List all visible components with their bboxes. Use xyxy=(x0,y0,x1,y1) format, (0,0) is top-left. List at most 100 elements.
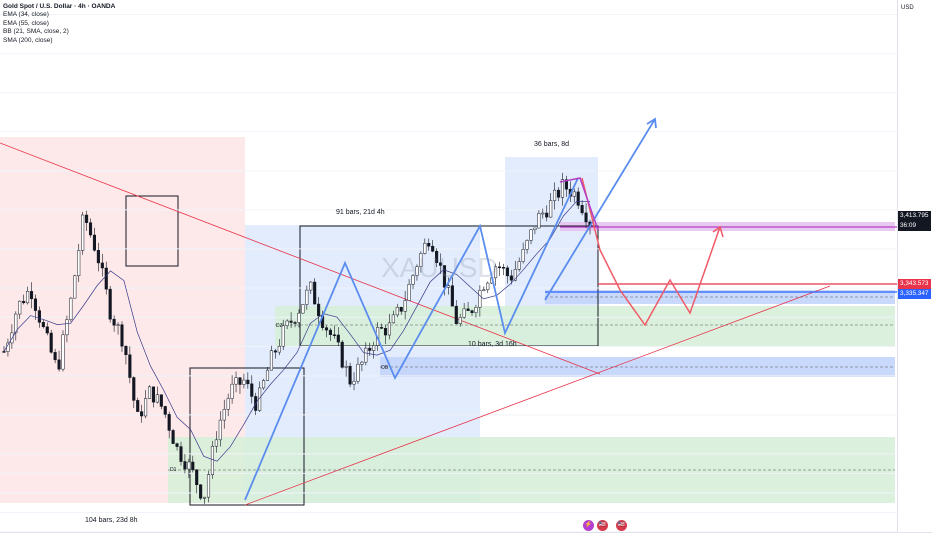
ema-line xyxy=(3,200,591,462)
candle-body xyxy=(387,322,391,336)
candle-body xyxy=(423,242,427,254)
candle-body xyxy=(517,261,521,270)
candle-body xyxy=(521,249,525,262)
time-axis[interactable] xyxy=(0,532,932,551)
symbol-watermark: XAUUSD xyxy=(381,252,498,283)
candle-body xyxy=(116,324,120,326)
us-event-icon[interactable]: 🇺🇸 xyxy=(616,520,627,531)
candle-body xyxy=(482,289,486,292)
candle-body xyxy=(57,359,61,370)
candle-body xyxy=(454,305,458,324)
candle-body xyxy=(285,320,289,326)
candle-body xyxy=(442,265,447,288)
candle-body xyxy=(88,222,93,236)
candle-body xyxy=(553,189,557,201)
range-label: 36 bars, 8d xyxy=(534,141,569,148)
candle-body xyxy=(61,334,65,370)
candle-body xyxy=(344,365,348,368)
symbol-title[interactable]: Gold Spot / U.S. Dollar · 4h · OANDA xyxy=(3,3,116,10)
candle-body xyxy=(435,251,439,263)
candle-body xyxy=(411,275,415,285)
candle-body xyxy=(415,266,419,276)
indicator-sma200[interactable]: SMA (200, close) xyxy=(3,36,53,44)
candle-body xyxy=(222,409,226,421)
candle-body xyxy=(41,322,45,328)
candle-body xyxy=(140,411,144,417)
candle-body xyxy=(486,282,490,291)
candle-body xyxy=(269,350,273,371)
candle-body xyxy=(289,320,293,323)
candle-body xyxy=(183,461,187,470)
candle-body xyxy=(545,212,549,218)
indicator-ema34[interactable]: EMA (34, close) xyxy=(3,11,49,19)
candle-body xyxy=(2,351,6,353)
economic-event-icon[interactable]: ⚡ xyxy=(583,520,594,531)
candle-body xyxy=(478,290,482,308)
candle-body xyxy=(364,347,368,363)
candle-body xyxy=(360,361,364,365)
candle-body xyxy=(206,474,211,498)
supply-level-tag: 3,343.573 xyxy=(898,279,931,289)
candle-body xyxy=(191,461,195,471)
candle-body xyxy=(37,310,41,323)
demand-zone-dz xyxy=(275,306,895,346)
candle-body xyxy=(203,496,207,499)
candle-body xyxy=(124,345,128,355)
candle-body xyxy=(509,275,513,281)
candle-body xyxy=(336,334,340,343)
chart-legend: Gold Spot / U.S. Dollar · 4h · OANDA EMA… xyxy=(3,3,115,45)
us-event-icon[interactable]: 🇺🇸 xyxy=(597,520,608,531)
candle-body xyxy=(85,214,89,223)
candle-body xyxy=(144,398,148,417)
candle-body xyxy=(167,414,171,431)
downtrend-line xyxy=(0,142,601,375)
candle-body xyxy=(450,285,454,307)
peak-rejection-line xyxy=(559,177,599,231)
candle-body xyxy=(14,313,18,334)
candle-body xyxy=(22,300,26,304)
candle-body xyxy=(513,269,517,281)
candle-body xyxy=(147,386,152,399)
candle-body xyxy=(560,179,565,198)
candle-body xyxy=(65,319,69,336)
candle-body xyxy=(112,318,116,326)
indicator-ema55[interactable]: EMA (55, close) xyxy=(3,19,49,27)
candle-body xyxy=(108,288,112,320)
current-price-tag: 3,413.795 xyxy=(898,211,931,221)
zone-label: OB xyxy=(381,365,389,371)
candle-body xyxy=(340,341,344,368)
candle-body xyxy=(474,307,478,313)
candle-body xyxy=(293,322,297,324)
candle-body xyxy=(427,242,431,247)
candle-body xyxy=(277,345,281,353)
candle-body xyxy=(195,469,199,486)
candle-body xyxy=(356,364,360,382)
candle-body xyxy=(281,325,285,347)
candle-body xyxy=(576,191,580,206)
candle-body xyxy=(439,262,443,266)
candle-body xyxy=(431,245,435,252)
countdown-tag: 36:09 xyxy=(898,221,931,231)
candle-body xyxy=(572,191,576,197)
range-label: 10 bars, 3d 16h xyxy=(468,341,517,348)
candle-body xyxy=(210,445,214,475)
candle-body xyxy=(419,253,423,267)
range-label: 104 bars, 23d 8h xyxy=(85,517,138,524)
candle-body xyxy=(265,369,270,381)
candle-body xyxy=(262,380,266,389)
range-box xyxy=(125,195,179,267)
price-scale[interactable] xyxy=(897,0,932,532)
candle-body xyxy=(49,332,53,353)
wave-path xyxy=(244,177,579,501)
indicator-bb[interactable]: BB (21, SMA, close, 2) xyxy=(3,28,69,36)
candle-body xyxy=(505,267,509,277)
candle-body xyxy=(501,267,506,269)
demand-level-tag: 3,335.347 xyxy=(898,289,931,299)
candle-body xyxy=(175,443,179,447)
candle-body xyxy=(462,308,466,318)
candle-body xyxy=(380,327,384,329)
candle-body xyxy=(494,266,498,279)
candle-body xyxy=(199,484,203,499)
